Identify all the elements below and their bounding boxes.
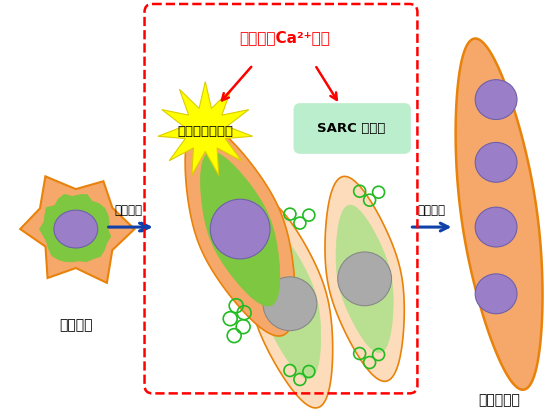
FancyBboxPatch shape <box>294 104 410 153</box>
Ellipse shape <box>475 80 517 120</box>
Polygon shape <box>325 176 404 381</box>
Polygon shape <box>201 152 280 306</box>
Text: 小胞体ストレス: 小胞体ストレス <box>177 125 233 138</box>
Ellipse shape <box>210 199 270 259</box>
Polygon shape <box>20 176 135 283</box>
Ellipse shape <box>475 207 517 247</box>
Text: 筋芽細胞: 筋芽細胞 <box>59 319 92 332</box>
Ellipse shape <box>263 277 317 330</box>
Polygon shape <box>40 194 111 262</box>
Ellipse shape <box>338 252 392 306</box>
Polygon shape <box>259 229 321 379</box>
Ellipse shape <box>475 143 517 182</box>
Text: 小胞体内Ca²⁺枯渴: 小胞体内Ca²⁺枯渴 <box>239 30 331 45</box>
Text: 筋繊維細胞: 筋繊維細胞 <box>478 393 520 407</box>
Polygon shape <box>158 82 252 175</box>
Polygon shape <box>336 205 393 353</box>
Text: SARC 体形成: SARC 体形成 <box>317 122 386 135</box>
Ellipse shape <box>54 210 98 248</box>
Polygon shape <box>185 122 295 336</box>
Text: 分化誘導: 分化誘導 <box>114 204 142 217</box>
Text: 細胞融合: 細胞融合 <box>417 204 446 217</box>
Ellipse shape <box>475 274 517 314</box>
Polygon shape <box>455 39 542 390</box>
Polygon shape <box>247 200 333 408</box>
